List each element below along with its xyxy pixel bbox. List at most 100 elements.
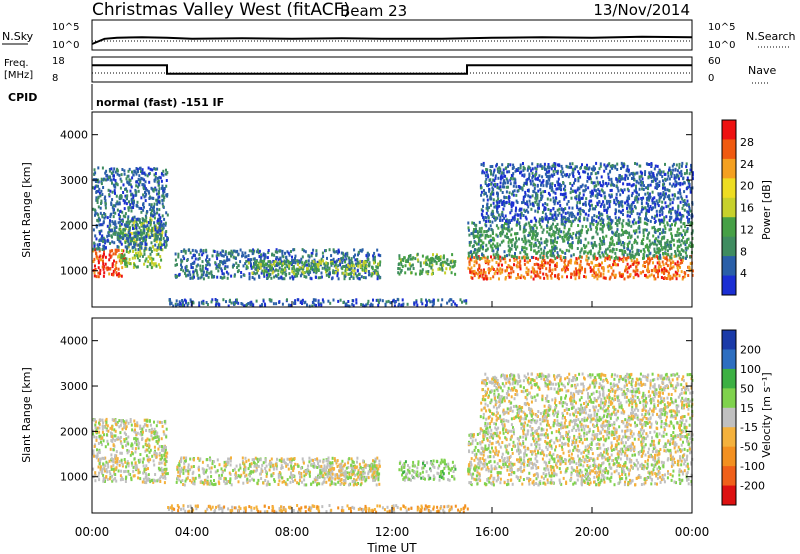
- scatter-cell: [507, 164, 509, 168]
- scatter-cell: [640, 198, 643, 202]
- scatter-cell: [221, 254, 224, 258]
- scatter-cell: [503, 185, 506, 189]
- scatter-cell: [662, 263, 665, 267]
- scatter-cell: [161, 224, 164, 228]
- scatter-cell: [400, 268, 403, 272]
- scatter-cell: [164, 233, 167, 237]
- scatter-cell: [474, 234, 477, 238]
- scatter-cell: [516, 265, 519, 269]
- scatter-cell: [658, 195, 661, 199]
- scatter-cell: [503, 254, 506, 258]
- scatter-cell: [646, 245, 649, 249]
- scatter-cell: [606, 247, 609, 251]
- nsearch-tick-top: 10^5: [708, 22, 735, 33]
- scatter-cell: [524, 276, 526, 280]
- scatter-cell: [562, 239, 565, 243]
- scatter-cell: [689, 186, 692, 190]
- scatter-cell: [539, 264, 542, 268]
- scatter-cell: [488, 259, 491, 263]
- scatter-cell: [306, 267, 308, 271]
- scatter-cell: [93, 168, 96, 172]
- scatter-cell: [658, 213, 661, 217]
- scatter-cell: [137, 243, 140, 247]
- scatter-cell: [586, 163, 588, 167]
- scatter-cell: [549, 209, 552, 213]
- scatter-cell: [619, 274, 621, 278]
- scatter-cell: [636, 162, 639, 166]
- scatter-cell: [662, 170, 665, 174]
- scatter-cell: [125, 261, 128, 265]
- scatter-cell: [653, 267, 656, 271]
- scatter-cell: [648, 274, 651, 278]
- scatter-cell: [365, 260, 368, 263]
- scatter-cell: [308, 255, 311, 259]
- scatter-cell: [638, 175, 641, 179]
- scatter-cell: [618, 176, 621, 180]
- nsearch-label: N.Search: [746, 30, 796, 43]
- scatter-cell: [484, 271, 487, 275]
- scatter-cell: [251, 265, 254, 269]
- scatter-cell: [631, 243, 634, 247]
- scatter-cell: [273, 275, 276, 279]
- scatter-cell: [629, 204, 632, 208]
- scatter-cell: [507, 272, 510, 276]
- scatter-cell: [350, 274, 353, 278]
- scatter-cell: [486, 247, 489, 251]
- scatter-cell: [124, 265, 127, 268]
- scatter-cell: [583, 216, 586, 220]
- scatter-cell: [153, 226, 155, 230]
- power-scatter-regions: [92, 161, 694, 308]
- scatter-cell: [531, 167, 534, 171]
- scatter-cell: [491, 186, 494, 190]
- scatter-cell: [564, 256, 567, 259]
- scatter-cell: [552, 169, 555, 173]
- scatter-cell: [629, 253, 632, 257]
- scatter-cell: [150, 218, 153, 222]
- scatter-cell: [177, 255, 180, 259]
- scatter-cell: [114, 263, 117, 267]
- scatter-cell: [397, 267, 400, 270]
- scatter-cell: [524, 194, 526, 198]
- scatter-cell: [281, 277, 284, 281]
- scatter-cell: [124, 241, 127, 245]
- scatter-cell: [476, 272, 479, 276]
- scatter-cell: [673, 254, 676, 258]
- scatter-cell: [614, 216, 617, 220]
- scatter-cell: [602, 218, 605, 222]
- scatter-cell: [596, 277, 599, 281]
- scatter-cell: [219, 251, 222, 255]
- scatter-cell: [625, 265, 628, 269]
- scatter-cell: [180, 265, 183, 269]
- scatter-cell: [627, 275, 630, 279]
- scatter-cell: [660, 170, 663, 174]
- scatter-cell: [527, 234, 530, 237]
- scatter-cell: [566, 211, 569, 215]
- scatter-cell: [515, 255, 518, 259]
- scatter-cell: [272, 302, 275, 306]
- scatter-cell: [681, 182, 684, 186]
- scatter-cell: [536, 232, 539, 236]
- scatter-cell: [678, 218, 681, 222]
- scatter-cell: [562, 256, 565, 260]
- scatter-cell: [115, 225, 118, 229]
- scatter-cell: [240, 271, 243, 274]
- scatter-cell: [489, 267, 492, 271]
- scatter-cell: [364, 271, 367, 274]
- scatter-cell: [475, 227, 477, 231]
- scatter-cell: [504, 181, 507, 185]
- scatter-cell: [557, 213, 560, 217]
- scatter-cell: [667, 271, 670, 275]
- scatter-cell: [128, 200, 130, 204]
- scatter-cell: [267, 249, 270, 252]
- scatter-cell: [376, 248, 379, 252]
- scatter-cell: [159, 219, 161, 222]
- scatter-cell: [498, 186, 501, 190]
- scatter-cell: [133, 235, 136, 238]
- scatter-cell: [609, 275, 612, 279]
- scatter-cell: [153, 221, 156, 225]
- scatter-cell: [128, 181, 131, 184]
- scatter-cell: [432, 253, 434, 257]
- scatter-cell: [517, 169, 520, 172]
- scatter-cell: [559, 204, 562, 207]
- scatter-cell: [554, 264, 557, 268]
